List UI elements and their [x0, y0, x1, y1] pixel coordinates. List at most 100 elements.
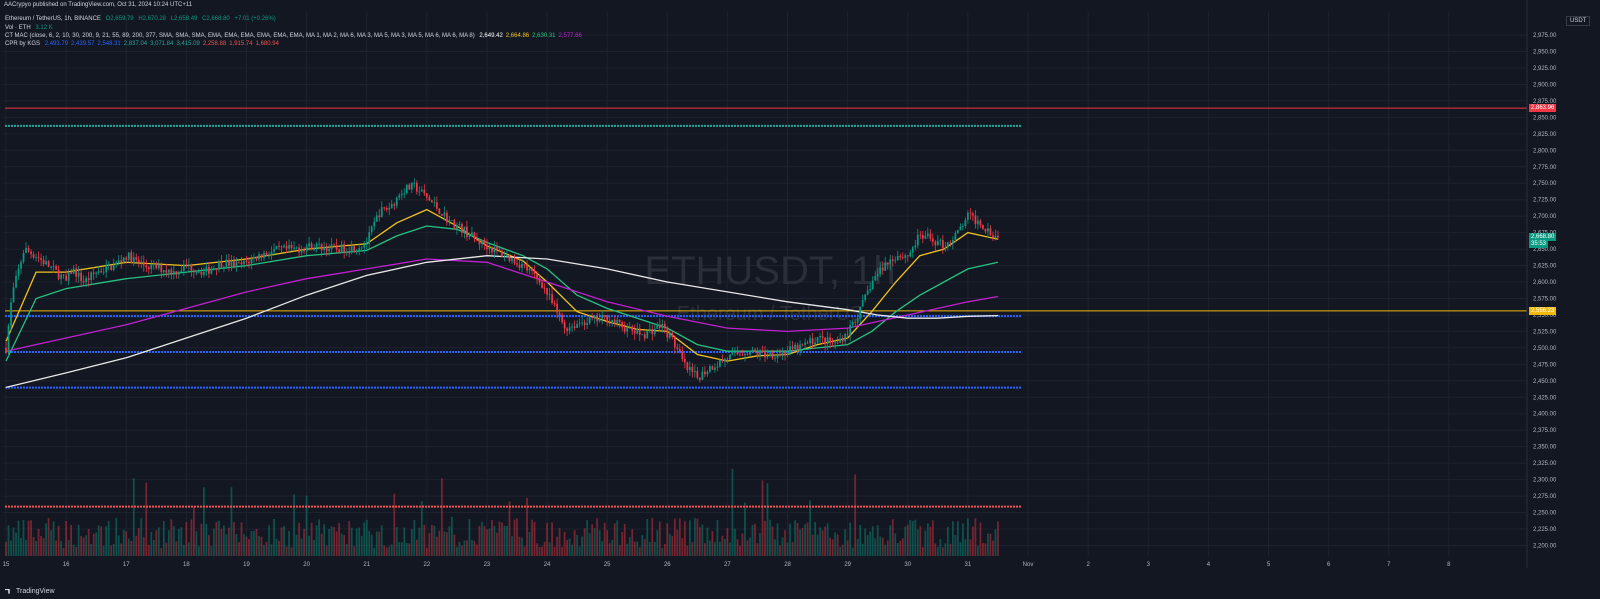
candle-body — [704, 371, 706, 375]
candle-body — [856, 318, 859, 323]
volume-bar — [75, 546, 78, 556]
volume-bar — [896, 542, 899, 556]
volume-bar — [846, 540, 849, 556]
volume-bar — [408, 543, 411, 556]
volume-bar — [924, 530, 927, 556]
candle-body — [581, 322, 584, 324]
volume-bar — [709, 540, 711, 556]
candle-body — [658, 324, 661, 328]
candle-body — [974, 215, 977, 225]
volume-bar — [82, 537, 85, 556]
volume-bar — [350, 527, 353, 556]
volume-bar — [250, 530, 253, 556]
x-tick-label: 28 — [784, 562, 791, 568]
candle-body — [215, 268, 218, 270]
candle-body — [448, 220, 451, 223]
candle-body — [40, 258, 42, 260]
candle-body — [320, 243, 323, 250]
volume-bar — [290, 547, 293, 556]
volume-bar — [365, 519, 368, 556]
volume-bar — [744, 502, 746, 556]
volume-bar — [784, 530, 786, 556]
ohlc-low: L2,658.49 — [170, 16, 198, 22]
volume-bar — [513, 519, 516, 556]
candle-body — [343, 244, 346, 254]
candle-body — [769, 352, 771, 356]
candle-body — [90, 272, 93, 281]
volume-bar — [879, 536, 882, 556]
volume-bar — [458, 541, 461, 556]
volume-bar — [95, 532, 98, 556]
volume-bar — [523, 546, 526, 556]
volume-bar — [974, 518, 977, 556]
candle-body — [25, 248, 27, 253]
x-tick-label: 6 — [1327, 562, 1331, 568]
candle-body — [220, 261, 223, 268]
volume-bar — [673, 518, 676, 556]
candle-body — [185, 264, 188, 266]
candle-body — [125, 257, 128, 260]
volume-bar — [145, 482, 148, 556]
volume-bar — [155, 530, 158, 556]
candle-body — [10, 302, 12, 326]
volume-bar — [403, 527, 406, 556]
candle-body — [248, 261, 250, 264]
volume-bar — [283, 525, 285, 556]
candle-body — [779, 354, 781, 356]
volume-bar — [345, 544, 348, 556]
candle-body — [476, 238, 478, 240]
candle-body — [388, 207, 391, 210]
volume-bar — [816, 534, 819, 556]
candle-body — [403, 193, 406, 194]
volume-bar — [195, 531, 198, 556]
candle-body — [260, 254, 263, 258]
volume-bar — [335, 531, 338, 556]
candle-body — [115, 262, 118, 265]
volume-bar — [415, 539, 418, 556]
x-tick-label: 20 — [303, 562, 310, 568]
volume-bar — [849, 522, 852, 556]
candle-body — [909, 252, 912, 257]
candle-body — [749, 352, 751, 355]
candle-body — [896, 255, 899, 261]
candle-body — [210, 269, 213, 274]
candle-body — [300, 249, 303, 253]
candle-body — [982, 225, 984, 229]
candle-body — [606, 315, 609, 323]
candle-body — [235, 261, 238, 267]
volume-bar — [881, 537, 884, 556]
candle-body — [483, 239, 486, 245]
volume-bar — [42, 538, 45, 556]
candle-body — [871, 280, 874, 289]
candle-body — [741, 354, 744, 356]
ma-value-3: 2,577.66 — [558, 33, 582, 39]
x-tick-label: 24 — [544, 562, 551, 568]
candle-body — [661, 323, 664, 328]
ohlc-close: C2,668.80 — [202, 16, 230, 22]
volume-bar — [37, 528, 40, 556]
candle-body — [977, 220, 979, 225]
candle-body — [914, 245, 917, 248]
volume-bar — [340, 533, 343, 556]
candle-body — [160, 264, 163, 273]
volume-bar — [766, 483, 769, 556]
volume-bar — [25, 539, 27, 556]
volume-bar — [483, 526, 486, 556]
volume-bar — [563, 531, 566, 556]
volume-bar — [856, 538, 859, 556]
currency-button[interactable]: USDT — [1566, 16, 1591, 26]
volume-bar — [328, 529, 331, 556]
candle-body — [157, 264, 160, 269]
y-tick-label: 2,625.00 — [1533, 264, 1557, 270]
volume-bar — [967, 518, 969, 556]
volume-bar — [15, 532, 17, 556]
candle-body — [854, 322, 857, 323]
candle-body — [516, 263, 518, 265]
volume-bar — [921, 547, 924, 556]
candle-body — [561, 314, 563, 323]
volume-bar — [641, 535, 644, 556]
candle-body — [936, 240, 939, 246]
volume-bar — [12, 527, 15, 556]
candle-body — [353, 246, 356, 253]
